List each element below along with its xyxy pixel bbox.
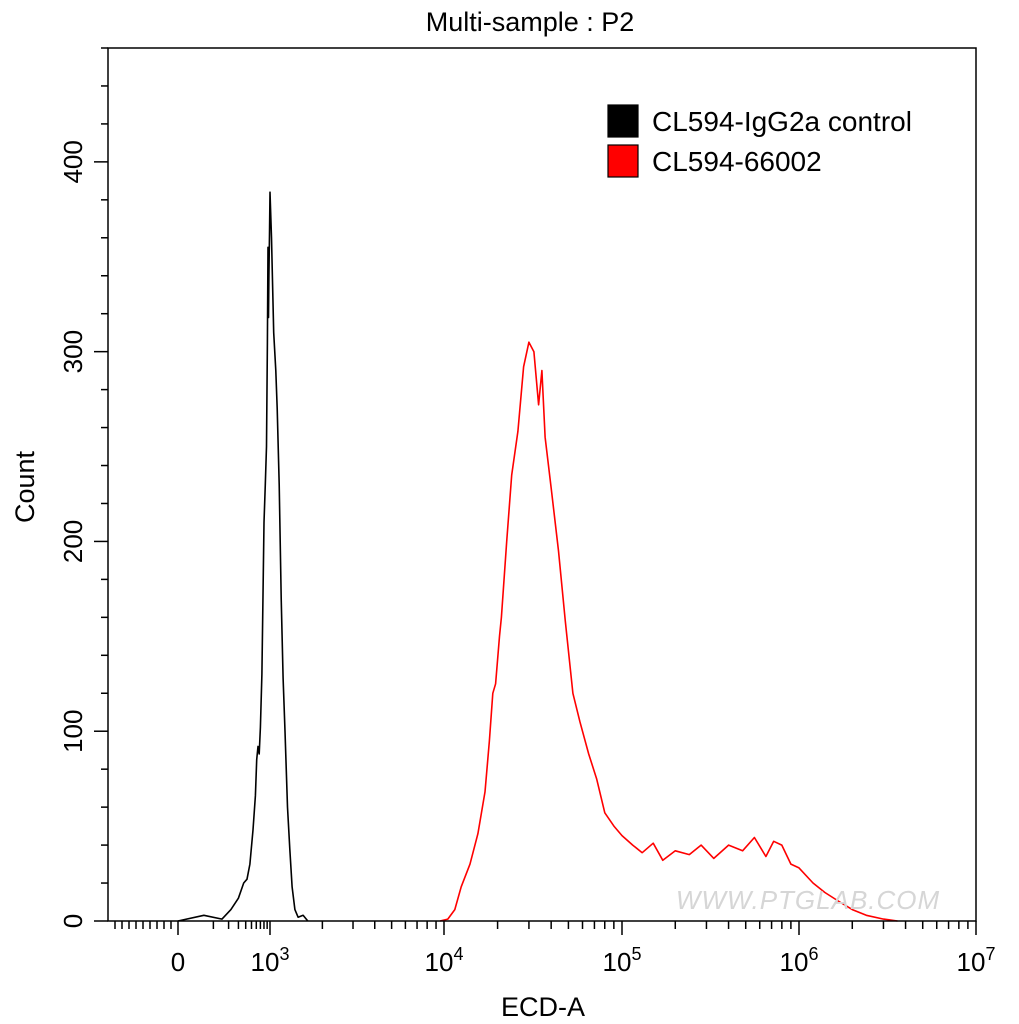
y-axis-label: Count — [10, 450, 40, 523]
y-tick-label: 300 — [58, 330, 88, 373]
legend-swatch — [607, 144, 639, 178]
x-tick-label: 103 — [251, 944, 290, 977]
chart-title: Multi-sample : P2 — [426, 7, 635, 37]
legend-label: CL594-66002 — [652, 146, 822, 177]
legend: CL594-IgG2a control CL594-66002 — [607, 104, 912, 178]
legend-label: CL594-IgG2a control — [652, 106, 912, 137]
x-tick-label: 106 — [780, 944, 819, 977]
plot-frame — [107, 47, 977, 922]
x-axis-label: ECD-A — [501, 992, 585, 1022]
x-tick-label: 104 — [425, 944, 464, 977]
series-line-control — [177, 191, 309, 922]
x-tick-label: 0 — [171, 947, 185, 977]
series-line-sample — [439, 341, 898, 922]
plot-lines — [177, 191, 898, 922]
x-tick-label: 105 — [603, 944, 642, 977]
y-tick-label: 0 — [58, 914, 88, 928]
watermark: WWW.PTGLAB.COM — [676, 885, 940, 915]
y-tick-label: 200 — [58, 520, 88, 563]
legend-swatch — [607, 104, 639, 138]
y-tick-label: 400 — [58, 140, 88, 183]
axes: 0 100 200 300 400 0 103 104 105 106 107 — [58, 47, 996, 977]
x-tick-label: 107 — [957, 944, 996, 977]
y-tick-label: 100 — [58, 710, 88, 753]
